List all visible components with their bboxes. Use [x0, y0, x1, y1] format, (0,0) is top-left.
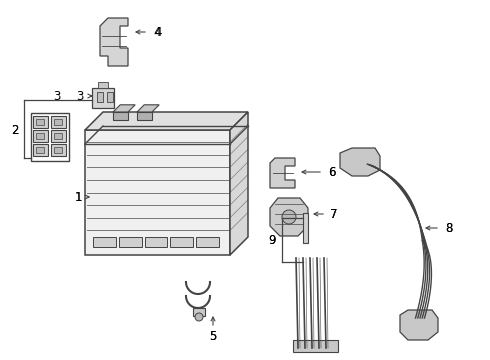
Polygon shape	[230, 112, 248, 255]
Polygon shape	[33, 130, 48, 142]
Polygon shape	[270, 198, 308, 236]
Text: 1: 1	[74, 190, 82, 203]
Polygon shape	[113, 105, 135, 112]
Polygon shape	[51, 116, 66, 128]
Circle shape	[282, 210, 296, 224]
Polygon shape	[137, 105, 159, 112]
Bar	[196, 237, 219, 247]
Text: 6: 6	[328, 166, 336, 179]
Bar	[54, 147, 62, 153]
Bar	[97, 92, 103, 102]
Polygon shape	[85, 112, 248, 130]
Polygon shape	[85, 130, 230, 255]
Text: 4: 4	[153, 26, 161, 39]
Polygon shape	[340, 148, 380, 176]
Text: 7: 7	[330, 207, 338, 220]
Bar	[98, 82, 108, 88]
Text: 1: 1	[74, 190, 82, 203]
Text: 6: 6	[328, 166, 336, 179]
Bar	[36, 119, 44, 125]
Text: 9: 9	[268, 234, 276, 247]
Text: 3: 3	[53, 90, 61, 103]
Bar	[193, 308, 205, 316]
Polygon shape	[137, 112, 152, 120]
Bar	[293, 340, 338, 352]
Text: 5: 5	[209, 329, 217, 342]
Polygon shape	[92, 88, 114, 108]
Polygon shape	[113, 112, 128, 120]
Bar	[303, 213, 308, 243]
Text: 4: 4	[154, 26, 162, 39]
Text: 3: 3	[76, 90, 84, 103]
Text: 2: 2	[11, 123, 19, 136]
Polygon shape	[51, 144, 66, 156]
Polygon shape	[400, 310, 438, 340]
Circle shape	[195, 313, 203, 321]
Bar	[54, 119, 62, 125]
Text: 8: 8	[445, 221, 453, 234]
Bar	[93, 237, 116, 247]
Polygon shape	[33, 116, 48, 128]
Bar	[36, 147, 44, 153]
Bar	[54, 133, 62, 139]
Bar	[36, 133, 44, 139]
Bar	[31, 113, 69, 161]
Polygon shape	[270, 158, 295, 188]
Text: 2: 2	[11, 123, 19, 136]
Text: 8: 8	[445, 221, 453, 234]
Text: 7: 7	[330, 207, 338, 220]
Polygon shape	[100, 18, 128, 66]
Text: 9: 9	[268, 234, 276, 247]
Bar	[119, 237, 142, 247]
Text: 5: 5	[209, 329, 217, 342]
Polygon shape	[51, 130, 66, 142]
Bar	[171, 237, 193, 247]
Polygon shape	[33, 144, 48, 156]
Bar	[107, 92, 113, 102]
Bar	[145, 237, 168, 247]
